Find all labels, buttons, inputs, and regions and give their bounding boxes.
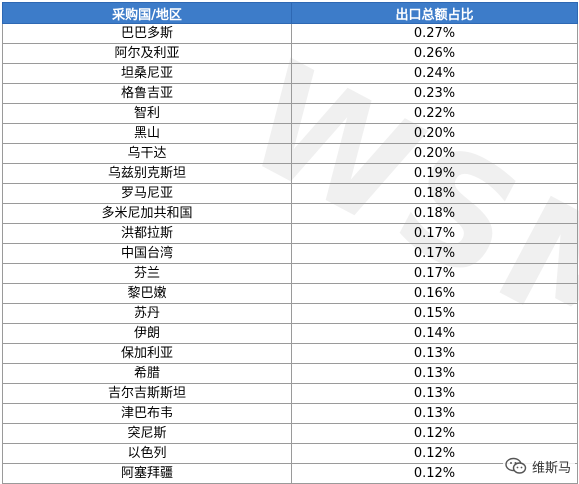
country-cell: 格鲁吉亚 (2, 83, 292, 104)
table-row: 保加利亚 0.13% (2, 343, 578, 364)
table-row: 津巴布韦 0.13% (2, 403, 578, 424)
country-cell: 乌干达 (2, 143, 292, 164)
table-row: 洪都拉斯 0.17% (2, 223, 578, 244)
table-row: 乌干达 0.20% (2, 143, 578, 164)
wechat-icon (505, 457, 527, 474)
country-cell: 突尼斯 (2, 423, 292, 444)
country-cell: 吉尔吉斯斯坦 (2, 383, 292, 404)
export-share-cell: 0.12% (291, 423, 578, 444)
country-cell: 以色列 (2, 443, 292, 464)
export-share-cell: 0.17% (291, 223, 578, 244)
country-cell: 保加利亚 (2, 343, 292, 364)
country-cell: 芬兰 (2, 263, 292, 284)
table-row: 罗马尼亚 0.18% (2, 183, 578, 204)
country-cell: 津巴布韦 (2, 403, 292, 424)
table-row: 智利 0.22% (2, 103, 578, 124)
country-cell: 智利 (2, 103, 292, 124)
table-row: 以色列 0.12% (2, 443, 578, 464)
table-row: 乌兹别克斯坦 0.19% (2, 163, 578, 184)
table-row: 苏丹 0.15% (2, 303, 578, 324)
badge-label: 维斯马 (531, 460, 571, 476)
country-cell: 黎巴嫩 (2, 283, 292, 304)
table-row: 阿尔及利亚 0.26% (2, 43, 578, 64)
export-share-cell: 0.20% (291, 123, 578, 144)
country-cell: 阿尔及利亚 (2, 43, 292, 64)
export-share-cell: 0.26% (291, 43, 578, 64)
country-cell: 伊朗 (2, 323, 292, 344)
source-badge: 维斯马 (502, 455, 575, 477)
table-row: 希腊 0.13% (2, 363, 578, 384)
export-share-cell: 0.19% (291, 163, 578, 184)
country-cell: 巴巴多斯 (2, 23, 292, 44)
table-row: 黑山 0.20% (2, 123, 578, 144)
export-share-cell: 0.17% (291, 263, 578, 284)
table-row: 吉尔吉斯斯坦 0.13% (2, 383, 578, 404)
export-share-cell: 0.13% (291, 403, 578, 424)
header-row: 采购国/地区 出口总额占比 (2, 2, 578, 24)
country-cell: 希腊 (2, 363, 292, 384)
country-cell: 黑山 (2, 123, 292, 144)
export-share-cell: 0.17% (291, 243, 578, 264)
table-row: 坦桑尼亚 0.24% (2, 63, 578, 84)
country-cell: 坦桑尼亚 (2, 63, 292, 84)
export-share-cell: 0.15% (291, 303, 578, 324)
export-share-cell: 0.24% (291, 63, 578, 84)
country-cell: 中国台湾 (2, 243, 292, 264)
table-row: 多米尼加共和国 0.18% (2, 203, 578, 224)
table-row: 中国台湾 0.17% (2, 243, 578, 264)
export-share-cell: 0.23% (291, 83, 578, 104)
export-share-cell: 0.16% (291, 283, 578, 304)
table-row: 巴巴多斯 0.27% (2, 23, 578, 44)
export-share-cell: 0.13% (291, 363, 578, 384)
export-share-cell: 0.20% (291, 143, 578, 164)
country-cell: 罗马尼亚 (2, 183, 292, 204)
country-cell: 乌兹别克斯坦 (2, 163, 292, 184)
export-share-cell: 0.14% (291, 323, 578, 344)
export-share-cell: 0.13% (291, 383, 578, 404)
export-share-cell: 0.13% (291, 343, 578, 364)
header-export-share: 出口总额占比 (291, 2, 578, 24)
export-share-cell: 0.18% (291, 203, 578, 224)
header-country: 采购国/地区 (2, 2, 292, 24)
table-body: 巴巴多斯 0.27% 阿尔及利亚 0.26% 坦桑尼亚 0.24% 格鲁吉亚 0.23% 智利 0… (2, 23, 578, 484)
country-cell: 洪都拉斯 (2, 223, 292, 244)
table-row: 突尼斯 0.12% (2, 423, 578, 444)
table-row: 黎巴嫩 0.16% (2, 283, 578, 304)
country-cell: 苏丹 (2, 303, 292, 324)
table-header: 采购国/地区 出口总额占比 (2, 2, 578, 24)
table-row: 格鲁吉亚 0.23% (2, 83, 578, 104)
export-share-cell: 0.22% (291, 103, 578, 124)
table-row: 伊朗 0.14% (2, 323, 578, 344)
export-share-cell: 0.18% (291, 183, 578, 204)
export-share-cell: 0.27% (291, 23, 578, 44)
table-row: 芬兰 0.17% (2, 263, 578, 284)
country-cell: 多米尼加共和国 (2, 203, 292, 224)
